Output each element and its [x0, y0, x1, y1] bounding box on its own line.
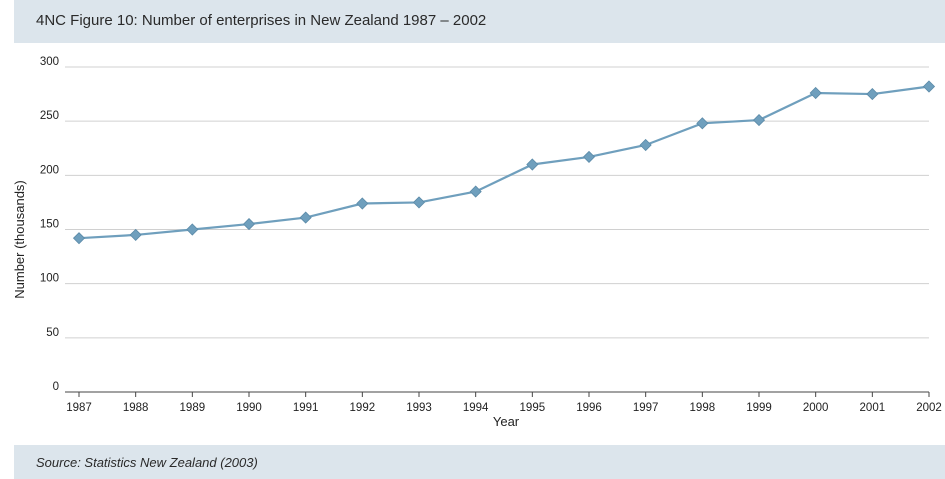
data-point-marker [356, 197, 369, 210]
x-tick-label: 1996 [576, 402, 602, 414]
x-tick-label: 2001 [860, 402, 886, 414]
x-tick-label: 1993 [406, 402, 432, 414]
y-tick-label: 0 [53, 381, 59, 393]
data-point-marker [922, 80, 936, 93]
data-point-marker [696, 117, 709, 130]
y-tick-label: 100 [40, 273, 59, 285]
x-tick-label: 1999 [746, 402, 772, 414]
y-tick-label: 150 [40, 219, 59, 231]
x-tick-label: 1989 [180, 402, 206, 414]
title-bar: 4NC Figure 10: Number of enterprises in … [14, 0, 945, 43]
data-point-marker [809, 86, 822, 100]
data-point-marker [639, 138, 652, 152]
x-tick-label: 1988 [123, 402, 149, 414]
chart-title: 4NC Figure 10: Number of enterprises in … [36, 12, 487, 29]
source-bar: Source: Statistics New Zealand (2003) [14, 445, 945, 479]
data-point-marker [412, 196, 426, 209]
series-line [78, 85, 930, 240]
data-point-marker [469, 185, 482, 198]
line-chart: 0 50 100 150 200 250 300 1987 1988 1989 1990 1991 19… [12, 56, 942, 429]
x-axis-title: Year [493, 414, 520, 429]
x-tick-label: 1990 [236, 402, 262, 414]
data-point-marker [582, 150, 596, 163]
x-tick-label: 1992 [350, 402, 376, 414]
data-point-marker [752, 114, 766, 127]
x-tick-label: 1994 [463, 402, 489, 414]
source-note: Source: Statistics New Zealand (2003) [36, 455, 258, 470]
data-point-marker [72, 232, 86, 245]
data-point-marker [299, 211, 312, 224]
x-tick-label: 1987 [66, 402, 92, 414]
y-tick-label: 250 [40, 110, 59, 122]
x-tick-label: 1998 [690, 402, 716, 414]
data-point-marker [526, 158, 539, 171]
data-point-marker [129, 228, 142, 241]
data-point-marker [242, 218, 256, 231]
x-tick-label: 2000 [803, 402, 829, 414]
x-tick-label: 1997 [633, 402, 659, 414]
y-tick-label: 200 [40, 164, 59, 176]
x-tick-label: 1995 [520, 402, 546, 414]
x-tick-label: 2002 [916, 402, 942, 414]
x-tick-label: 1991 [293, 402, 319, 414]
data-point-marker [186, 223, 199, 236]
data-point-marker [866, 88, 879, 101]
y-tick-label: 50 [46, 327, 59, 339]
y-axis-title: Number (thousands) [12, 180, 27, 299]
y-tick-label: 300 [40, 56, 59, 68]
